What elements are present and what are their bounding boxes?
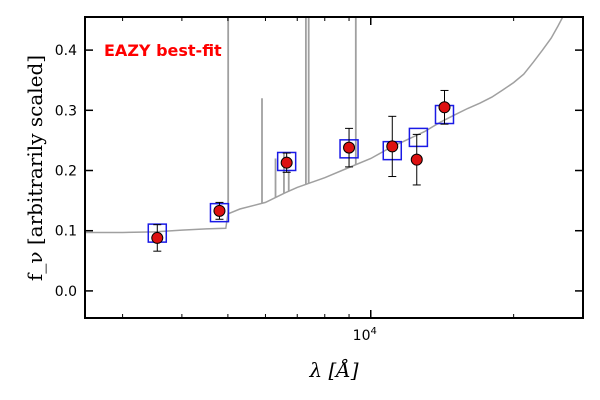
data-point — [438, 101, 451, 114]
data-point — [343, 141, 356, 154]
axes: 0.0 0.1 0.2 0.3 0.4 104 — [55, 16, 584, 344]
model-point-square — [408, 127, 429, 148]
x-axis-title: λ [Å] — [308, 357, 358, 382]
data-point — [151, 231, 164, 244]
data-point — [410, 153, 423, 166]
x-tick-label: 104 — [353, 326, 377, 344]
y-axis-title: f_ν [arbitrarily scaled] — [23, 55, 47, 281]
y-tick-label: 0.1 — [55, 224, 77, 240]
plot-area — [85, 17, 564, 252]
y-tick-label: 0.2 — [55, 164, 77, 180]
plot-frame — [84, 16, 584, 319]
sed-template-line — [85, 17, 564, 234]
annotation-label: EAZY best-fit — [104, 41, 222, 60]
data-point — [280, 156, 293, 169]
data-point — [386, 140, 399, 153]
data-point — [213, 204, 226, 217]
y-tick-label: 0.3 — [55, 103, 77, 119]
y-tick-label: 0.0 — [55, 284, 77, 300]
y-tick-label: 0.4 — [55, 43, 77, 59]
plot-clip-group — [85, 17, 564, 234]
